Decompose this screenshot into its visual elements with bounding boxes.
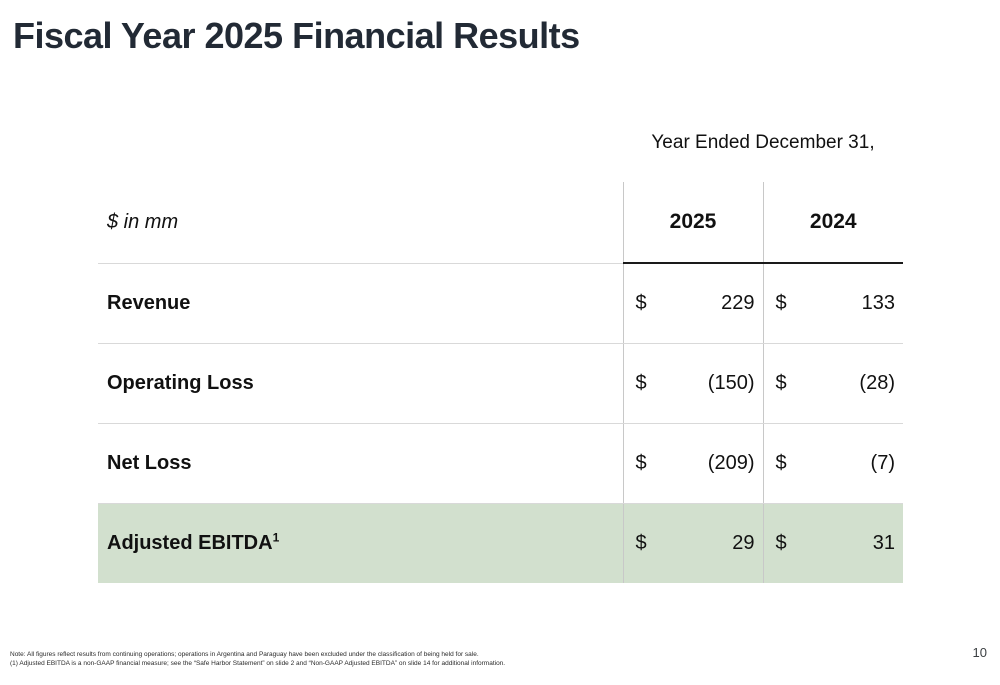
currency-symbol: $ [635,291,647,314]
value-cell-2024: $ 31 [762,503,903,583]
page-number: 10 [972,645,987,660]
footnotes: Note: All figures reflect results from c… [10,650,505,668]
currency-symbol: $ [775,371,787,394]
amount: 31 [872,531,895,554]
table-header-row: $ in mm 2025 2024 [98,182,903,264]
row-label: Revenue [98,263,623,344]
footnote-line-2: (1) Adjusted EBITDA is a non-GAAP financ… [10,660,506,667]
amount: 133 [861,291,895,314]
amount: (7) [870,451,895,474]
column-header-2024: 2024 [762,182,903,264]
value-cell-2025: $ (209) [622,423,763,504]
currency-symbol: $ [635,531,647,554]
currency-symbol: $ [775,451,787,474]
unit-label: $ in mm [98,182,623,264]
currency-symbol: $ [635,371,647,394]
amount: 29 [732,531,755,554]
row-label: Adjusted EBITDA1 [98,503,623,583]
value-cell-2025: $ 229 [622,263,763,344]
footnote-line-1: Note: All figures reflect results from c… [10,651,479,658]
footnote-marker: 1 [272,530,280,545]
table-row-net-loss: Net Loss $ (209) $ (7) [98,423,903,504]
table-caption: Year Ended December 31, [651,132,875,153]
column-header-2025: 2025 [622,182,763,264]
row-label: Net Loss [98,423,623,504]
row-label-text: Adjusted EBITDA [107,531,273,554]
value-cell-2024: $ (28) [762,343,903,424]
amount: (28) [859,371,895,394]
currency-symbol: $ [635,451,647,474]
currency-symbol: $ [775,291,787,314]
row-label: Operating Loss [98,343,623,424]
page-title: Fiscal Year 2025 Financial Results [13,15,580,56]
currency-symbol: $ [775,531,787,554]
table-row-revenue: Revenue $ 229 $ 133 [98,263,903,344]
financial-results-table: $ in mm 2025 2024 Revenue $ 229 $ 133 [98,182,903,583]
value-cell-2024: $ 133 [762,263,903,344]
table-row-adjusted-ebitda: Adjusted EBITDA1 $ 29 $ 31 [98,503,903,583]
value-cell-2025: $ (150) [622,343,763,424]
amount: (209) [707,451,755,474]
value-cell-2024: $ (7) [762,423,903,504]
table-row-operating-loss: Operating Loss $ (150) $ (28) [98,343,903,424]
amount: 229 [721,291,755,314]
amount: (150) [707,371,755,394]
value-cell-2025: $ 29 [622,503,763,583]
